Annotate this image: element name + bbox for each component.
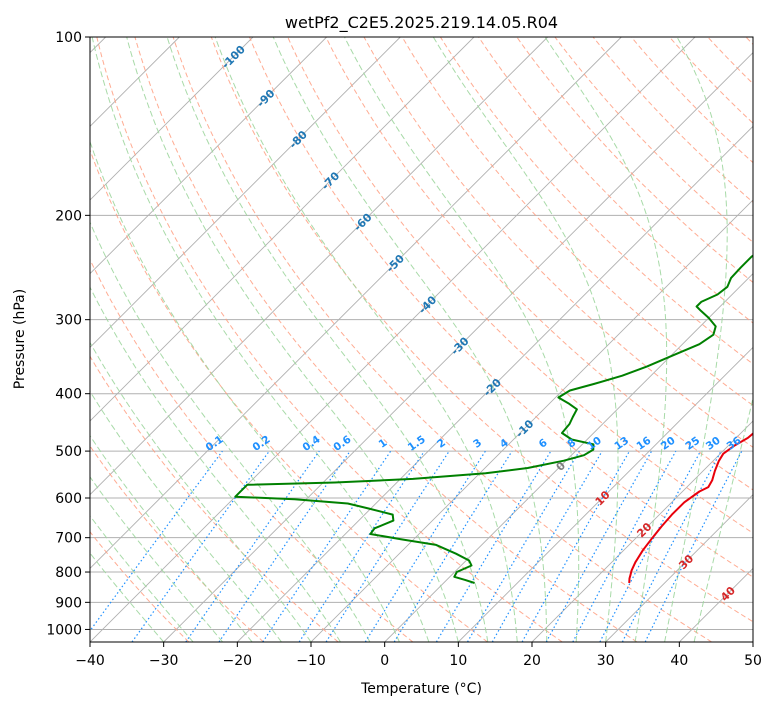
y-tick-label: 900: [55, 595, 82, 611]
y-tick-label: 200: [55, 208, 82, 224]
x-tick-label: 0: [380, 653, 389, 669]
x-tick-label: −10: [296, 653, 326, 669]
chart-title: wetPf2_C2E5.2025.219.14.05.R04: [285, 13, 558, 33]
x-tick-label: −20: [223, 653, 253, 669]
y-tick-label: 500: [55, 444, 82, 460]
x-tick-label: −30: [149, 653, 179, 669]
x-axis-label: Temperature (°C): [360, 681, 482, 697]
y-tick-label: 100: [55, 30, 82, 46]
x-tick-label: 20: [523, 653, 541, 669]
y-tick-label: 600: [55, 491, 82, 507]
y-tick-label: 700: [55, 531, 82, 547]
y-tick-label: 800: [55, 565, 82, 581]
x-tick-label: 30: [597, 653, 615, 669]
y-axis-label: Pressure (hPa): [12, 289, 28, 389]
x-tick-label: −40: [75, 653, 105, 669]
x-tick-label: 10: [449, 653, 467, 669]
y-tick-label: 1000: [46, 622, 82, 638]
y-tick-label: 400: [55, 387, 82, 403]
y-tick-label: 300: [55, 313, 82, 329]
x-tick-label: 40: [670, 653, 688, 669]
x-tick-label: 50: [744, 653, 762, 669]
